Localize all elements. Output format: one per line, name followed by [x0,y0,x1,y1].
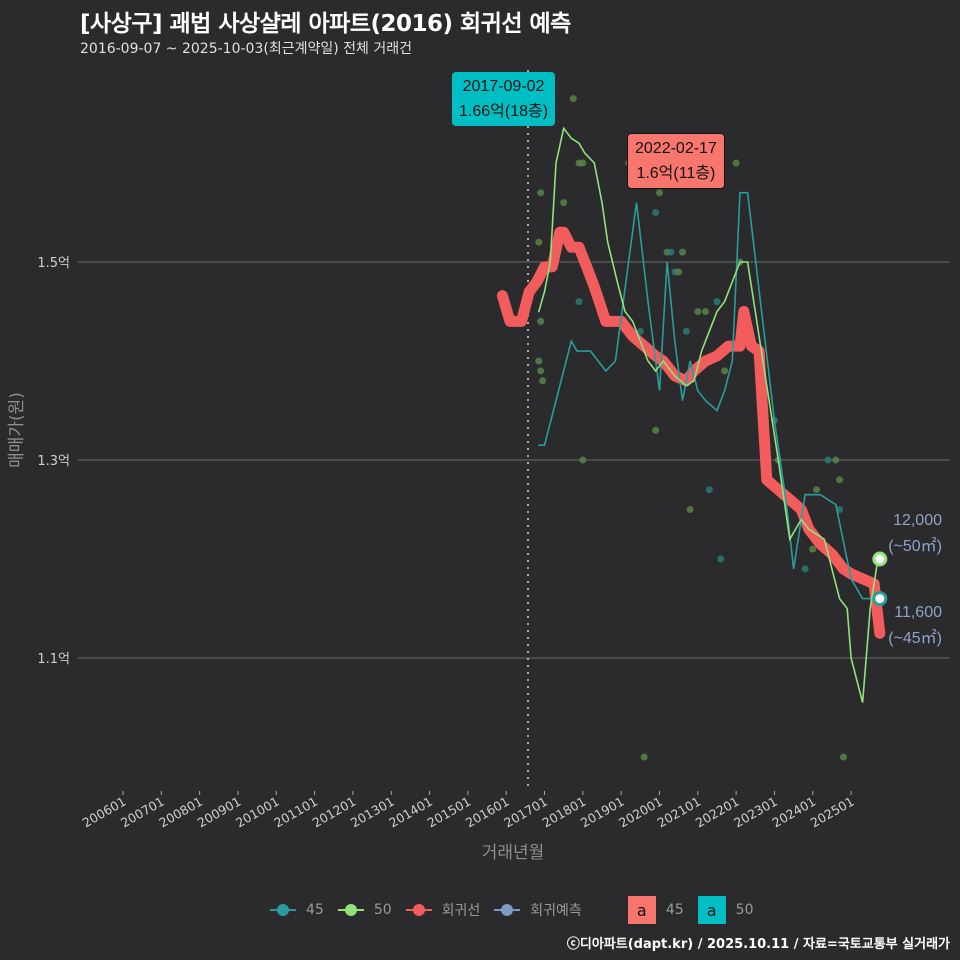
series-lines [496,126,886,703]
legend-item-50: 50 [337,902,392,918]
legend-label: 회귀예측 [530,903,582,919]
chart-title: [사상구] 괘법 사상샬레 아파트(2016) 회귀선 예측 [80,11,571,37]
y-axis-title: 매매가(원) [7,392,27,468]
legend-line-icon [337,903,364,917]
y-axis-ticks: 1.1억 1.3억 1.5억 [37,256,70,667]
legend-label: 회귀선 [441,903,481,919]
footer-credit: ⓒ디아파트(dapt.kr) / 2025.10.11 / 자료=국토교통부 실… [566,937,950,952]
recent-price-value: 1.6억(11층) [636,165,716,182]
gridlines [78,261,950,659]
y-tick-label: 1.3억 [37,454,70,469]
end-point-50 [872,551,888,567]
legend-item-45: 45 [270,902,324,918]
end-price-45: 11,600 [894,604,942,621]
end-points [872,551,888,607]
max-price-label: 2017-09-02 1.66억(18층) [452,72,556,126]
legend-box-icon: a [697,896,726,924]
end-point-45 [872,591,888,607]
x-axis-title: 거래년월 [482,843,545,863]
chart-subtitle: 2016-09-07 ~ 2025-10-03(최근계약일) 전체 거래건 [80,41,412,57]
legend-label: 45 [665,902,684,918]
end-price-50: 12,000 [893,512,942,529]
legend-label: 45 [306,902,324,918]
legend-label: 50 [735,902,754,918]
legend-box-icon: a [627,896,656,924]
legend-line-icon [405,903,432,917]
y-tick-label: 1.5억 [37,256,70,271]
max-price-date: 2017-09-02 [462,78,545,95]
legend: 45 50 회귀선 회귀예측 a 45 a 50 [270,896,767,924]
legend-line-icon [494,903,521,917]
legend-box-45: a 45 [627,896,684,924]
recent-price-date: 2022-02-17 [635,140,717,157]
max-price-value: 1.66억(18층) [459,103,549,120]
end-area-45: (~45㎡) [888,630,942,647]
legend-label: 50 [373,902,392,918]
x-axis-ticks: 2006012007012008012009012010012011012012… [80,791,857,830]
legend-box-50: a 50 [697,896,754,924]
legend-item-prediction: 회귀예측 [494,900,582,920]
legend-item-regression: 회귀선 [405,900,481,920]
regression-line [496,226,886,639]
series-45-line [538,191,879,600]
recent-price-label: 2022-02-17 1.6억(11층) [627,133,725,189]
scatter-points [535,95,847,761]
x-tick-label: 202501 [808,794,857,831]
y-tick-label: 1.1억 [37,652,70,667]
end-area-50: (~50㎡) [888,538,942,555]
legend-line-icon [270,903,296,917]
end-label-45: 11,600 (~45㎡) [880,600,942,652]
series-50-line [538,126,879,703]
end-label-50: 12,000 (~50㎡) [880,508,942,560]
